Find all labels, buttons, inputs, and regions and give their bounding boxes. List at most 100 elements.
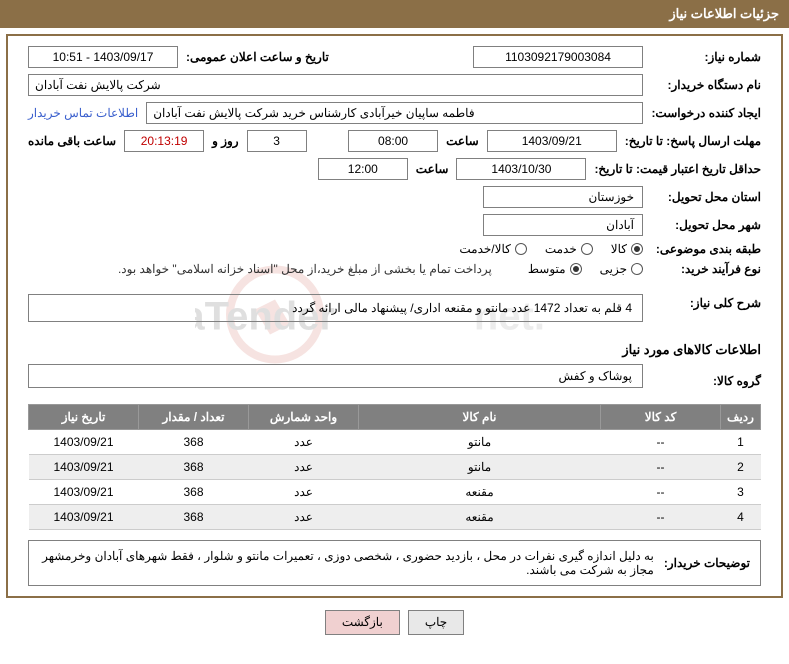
field-requester: فاطمه ساپیان خیرآبادی کارشناس خرید شرکت … [146, 102, 643, 124]
th-unit: واحد شمارش [249, 405, 359, 430]
radio-label: کالا/خدمت [459, 242, 510, 256]
radio-circle-icon [631, 263, 643, 275]
label-category: طبقه بندی موضوعی: [651, 242, 761, 256]
cell-date: 1403/09/21 [29, 455, 139, 480]
table-row: 2--مانتوعدد3681403/09/21 [29, 455, 761, 480]
field-validity-time: 12:00 [318, 158, 408, 180]
radio-kala[interactable]: کالا [611, 242, 643, 256]
th-date: تاریخ نیاز [29, 405, 139, 430]
cell-unit: عدد [249, 430, 359, 455]
row-category: طبقه بندی موضوعی: کالا خدمت کالا/خدمت [28, 242, 761, 256]
row-need-number: شماره نیاز: 1103092179003084 تاریخ و ساع… [28, 46, 761, 68]
radio-label: جزیی [600, 262, 627, 276]
print-button[interactable]: چاپ [408, 610, 464, 635]
payment-note: پرداخت تمام یا بخشی از مبلغ خرید،از محل … [118, 262, 492, 276]
label-price-validity: حداقل تاریخ اعتبار قیمت: تا تاریخ: [594, 162, 761, 176]
cell-name: مانتو [359, 455, 601, 480]
label-time-1: ساعت [446, 134, 479, 148]
field-response-time: 08:00 [348, 130, 438, 152]
row-requester: ایجاد کننده درخواست: فاطمه ساپیان خیرآبا… [28, 102, 761, 124]
label-province: استان محل تحویل: [651, 190, 761, 204]
radio-circle-icon [631, 243, 643, 255]
link-contact-info[interactable]: اطلاعات تماس خریدار [28, 106, 138, 120]
cell-date: 1403/09/21 [29, 480, 139, 505]
row-province: استان محل تحویل: خوزستان [28, 186, 761, 208]
cell-date: 1403/09/21 [29, 430, 139, 455]
cell-code: -- [601, 455, 721, 480]
main-panel: AriaTender .net شماره نیاز: 110309217900… [6, 34, 783, 598]
label-buyer-notes: توضیحات خریدار: [664, 556, 750, 570]
field-remaining-days: 3 [247, 130, 307, 152]
field-buyer-org: شرکت پالایش نفت آبادان [28, 74, 643, 96]
th-qty: تعداد / مقدار [139, 405, 249, 430]
radio-khedmat[interactable]: خدمت [545, 242, 593, 256]
field-response-date: 1403/09/21 [487, 130, 617, 152]
field-need-number: 1103092179003084 [473, 46, 643, 68]
cell-qty: 368 [139, 505, 249, 530]
table-row: 4--مقنعهعدد3681403/09/21 [29, 505, 761, 530]
button-row: چاپ بازگشت [0, 610, 789, 635]
field-buyer-notes: به دلیل اندازه گیری نفرات در محل ، بازدی… [39, 549, 654, 577]
header-title: جزئیات اطلاعات نیاز [669, 6, 779, 21]
cell-unit: عدد [249, 505, 359, 530]
radio-circle-icon [570, 263, 582, 275]
cell-unit: عدد [249, 480, 359, 505]
cell-qty: 368 [139, 455, 249, 480]
row-purchase-type: نوع فرآیند خرید: جزیی متوسط پرداخت تمام … [28, 262, 761, 276]
goods-table: ردیف کد کالا نام کالا واحد شمارش تعداد /… [28, 404, 761, 530]
radio-kala-khedmat[interactable]: کالا/خدمت [459, 242, 526, 256]
cell-name: مقنعه [359, 505, 601, 530]
cell-qty: 368 [139, 430, 249, 455]
table-row: 1--مانتوعدد3681403/09/21 [29, 430, 761, 455]
field-general-desc: 4 قلم به تعداد 1472 عدد مانتو و مقنعه اد… [28, 294, 643, 322]
row-buyer-org: نام دستگاه خریدار: شرکت پالایش نفت آبادا… [28, 74, 761, 96]
field-city: آبادان [483, 214, 643, 236]
cell-date: 1403/09/21 [29, 505, 139, 530]
cell-unit: عدد [249, 455, 359, 480]
radio-label: کالا [611, 242, 627, 256]
radio-label: خدمت [545, 242, 577, 256]
label-requester: ایجاد کننده درخواست: [651, 106, 761, 120]
section-goods-info: اطلاعات کالاهای مورد نیاز [28, 342, 761, 358]
radio-circle-icon [581, 243, 593, 255]
radio-medium[interactable]: متوسط [528, 262, 582, 276]
th-idx: ردیف [721, 405, 761, 430]
row-price-validity: حداقل تاریخ اعتبار قیمت: تا تاریخ: 1403/… [28, 158, 761, 180]
field-validity-date: 1403/10/30 [456, 158, 586, 180]
page-header: جزئیات اطلاعات نیاز [0, 0, 789, 28]
radio-label: متوسط [528, 262, 566, 276]
radio-minor[interactable]: جزیی [600, 262, 643, 276]
radio-circle-icon [515, 243, 527, 255]
row-general-desc: شرح کلی نیاز: 4 قلم به تعداد 1472 عدد ما… [28, 290, 761, 332]
label-general-desc: شرح کلی نیاز: [651, 290, 761, 310]
th-code: کد کالا [601, 405, 721, 430]
buyer-notes-box: توضیحات خریدار: به دلیل اندازه گیری نفرا… [28, 540, 761, 586]
field-remaining-time: 20:13:19 [124, 130, 204, 152]
label-remaining: ساعت باقی مانده [28, 134, 116, 148]
label-announce-date: تاریخ و ساعت اعلان عمومی: [186, 50, 329, 64]
field-goods-group: پوشاک و کفش [28, 364, 643, 388]
cell-name: مانتو [359, 430, 601, 455]
cell-idx: 2 [721, 455, 761, 480]
radio-group-category: کالا خدمت کالا/خدمت [459, 242, 643, 256]
label-time-2: ساعت [416, 162, 449, 176]
row-city: شهر محل تحویل: آبادان [28, 214, 761, 236]
label-city: شهر محل تحویل: [651, 218, 761, 232]
cell-code: -- [601, 430, 721, 455]
label-purchase-type: نوع فرآیند خرید: [651, 262, 761, 276]
cell-qty: 368 [139, 480, 249, 505]
row-goods-group: گروه کالا: پوشاک و کفش [28, 364, 761, 398]
cell-idx: 4 [721, 505, 761, 530]
label-buyer-org: نام دستگاه خریدار: [651, 78, 761, 92]
label-days-and: روز و [212, 134, 239, 148]
row-response-deadline: مهلت ارسال پاسخ: تا تاریخ: 1403/09/21 سا… [28, 130, 761, 152]
th-name: نام کالا [359, 405, 601, 430]
radio-group-purchase: جزیی متوسط [528, 262, 643, 276]
label-goods-group: گروه کالا: [651, 374, 761, 388]
cell-code: -- [601, 505, 721, 530]
label-need-number: شماره نیاز: [651, 50, 761, 64]
field-province: خوزستان [483, 186, 643, 208]
cell-idx: 3 [721, 480, 761, 505]
back-button[interactable]: بازگشت [325, 610, 400, 635]
cell-idx: 1 [721, 430, 761, 455]
